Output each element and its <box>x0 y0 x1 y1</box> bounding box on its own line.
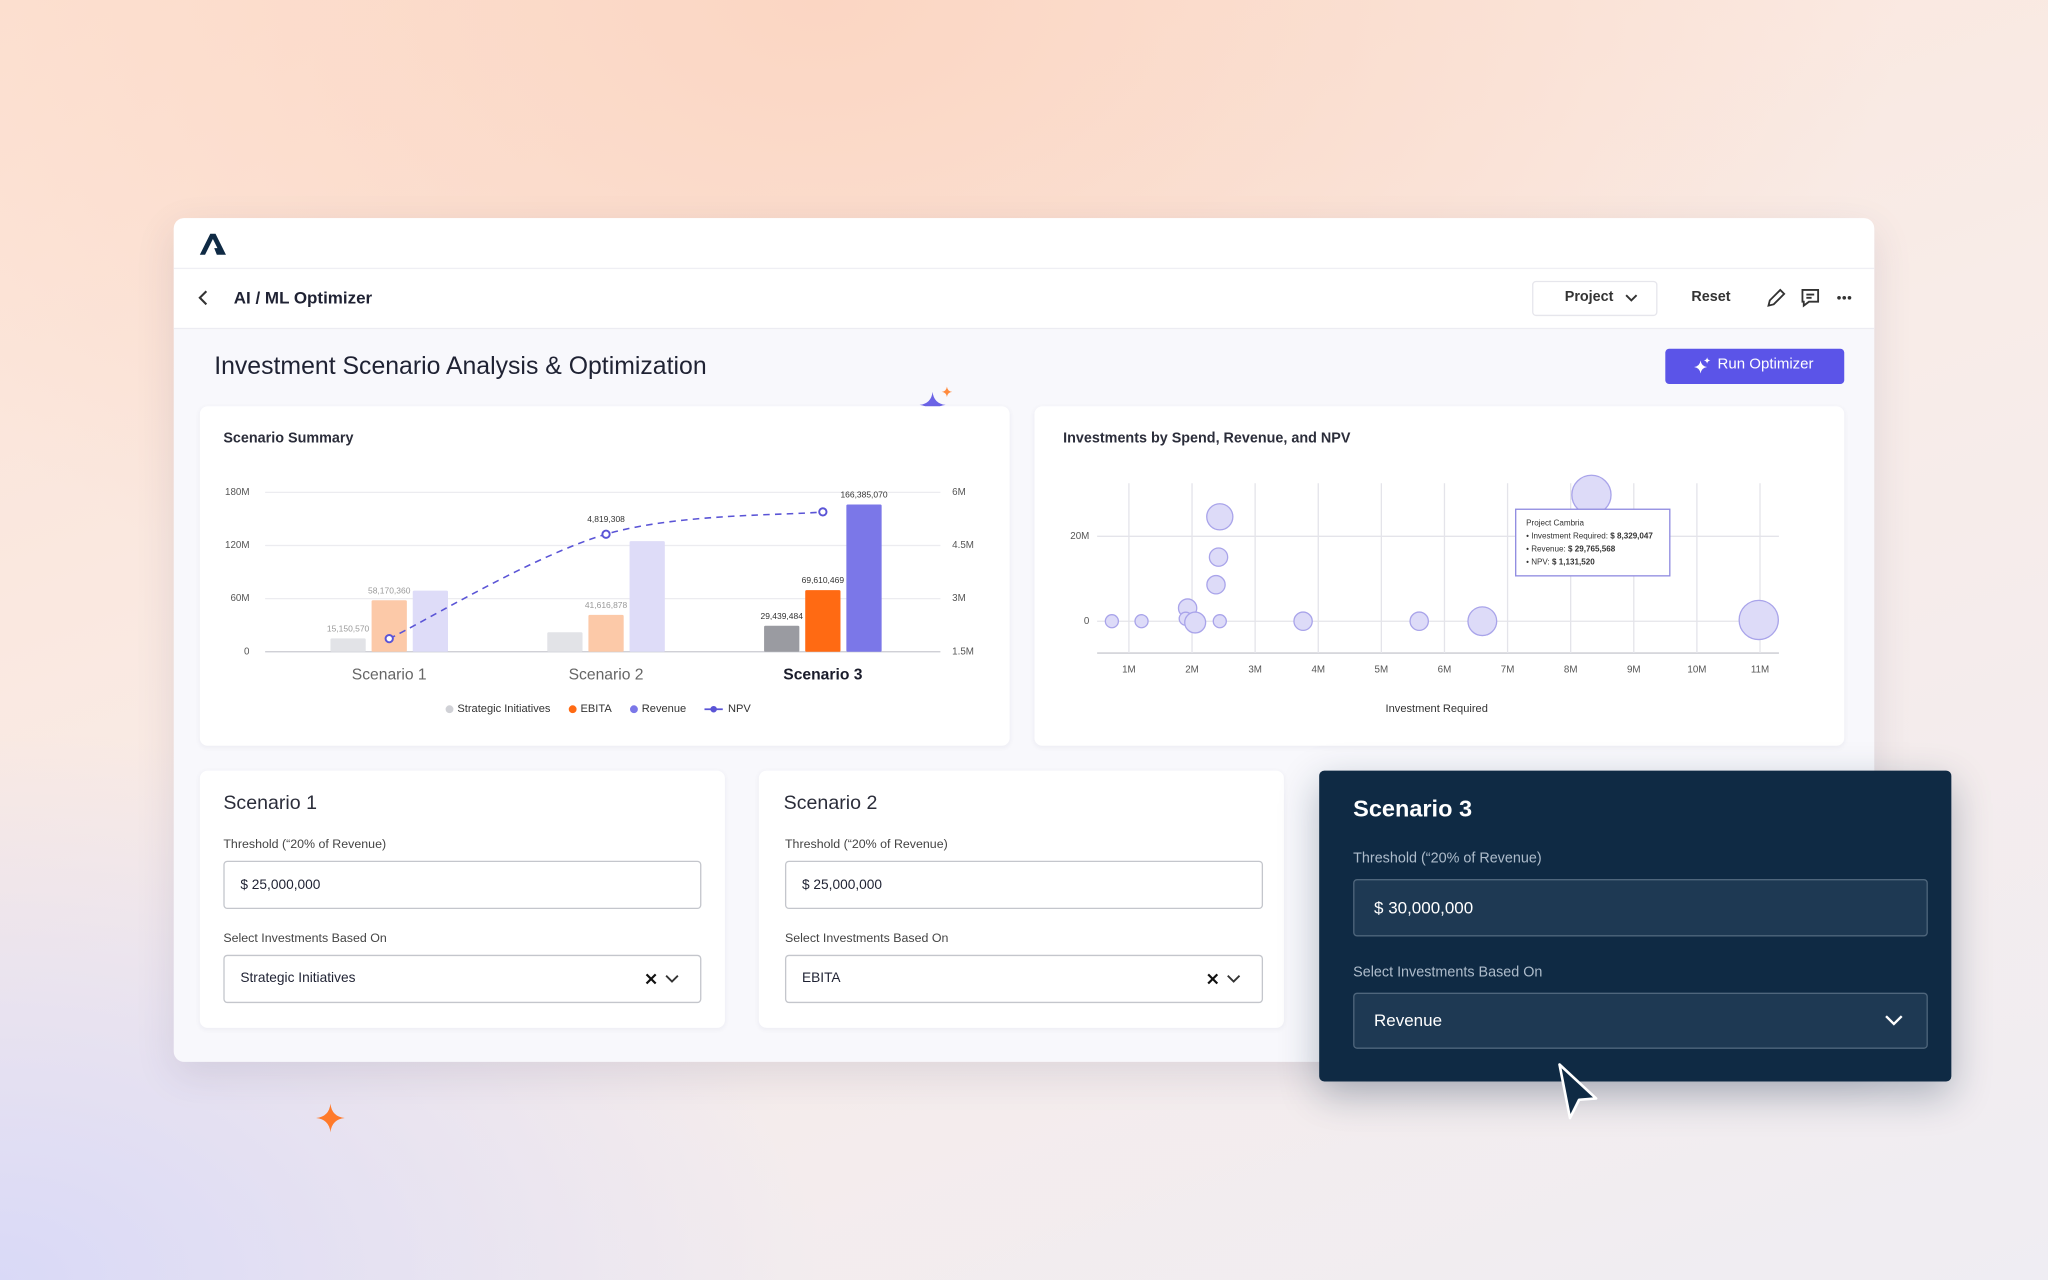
select-value: EBITA <box>801 970 841 986</box>
field-label: Threshold (“20% of Revenue) <box>784 837 948 852</box>
reset-button[interactable]: Reset <box>1691 289 1731 305</box>
threshold-input[interactable] <box>784 860 1264 910</box>
logo[interactable] <box>199 231 230 257</box>
field-label: Select Investments Based On <box>784 931 949 946</box>
investment-select[interactable] <box>784 954 1264 1004</box>
chart-panel <box>199 406 1010 746</box>
scenario-title: Scenario 1 <box>223 792 318 815</box>
threshold-input[interactable] <box>223 860 702 910</box>
field-label: Select Investments Based On <box>223 931 387 946</box>
run-optimizer-button[interactable] <box>1665 348 1845 384</box>
sparkle-icon <box>1694 357 1711 374</box>
investment-select[interactable] <box>223 954 702 1004</box>
threshold-input[interactable] <box>1353 879 1928 937</box>
decor-sparkle <box>919 386 953 418</box>
scenario-card-selected[interactable]: Scenario 3 Threshold (“20% of Revenue) $… <box>1319 770 1952 1082</box>
page-title: Investment Scenario Analysis & Optimizat… <box>214 353 707 381</box>
scenario-title: Scenario 2 <box>783 792 878 815</box>
nav-title: AI / ML Optimizer <box>233 287 373 308</box>
select-value: Strategic Initiatives <box>240 970 356 986</box>
input-value: $ 25,000,000 <box>801 877 883 894</box>
decor-sparkle <box>316 1103 345 1133</box>
field-label: Threshold (“20% of Revenue) <box>1353 850 1542 867</box>
input-value: $ 30,000,000 <box>1374 897 1474 918</box>
project-label: Project <box>1564 289 1614 305</box>
toolbar-icons[interactable] <box>1763 286 1867 310</box>
investment-select[interactable] <box>1353 992 1928 1049</box>
project-dropdown[interactable] <box>1532 280 1658 317</box>
input-value: $ 25,000,000 <box>240 877 321 894</box>
cursor <box>1558 1063 1598 1120</box>
chart-panel <box>1034 406 1845 746</box>
run-optimizer-label: Run Optimizer <box>1717 356 1814 373</box>
select-controls[interactable] <box>1206 972 1245 988</box>
field-label: Select Investments Based On <box>1353 964 1543 981</box>
chevron <box>1625 294 1638 302</box>
scenario-title: Scenario 3 <box>1353 795 1473 822</box>
select-controls[interactable] <box>644 972 683 988</box>
divider <box>173 267 1875 270</box>
select-value: Revenue <box>1374 1010 1443 1030</box>
chevron <box>1885 1015 1903 1026</box>
field-label: Threshold (“20% of Revenue) <box>223 837 387 852</box>
back-button[interactable] <box>196 290 212 306</box>
